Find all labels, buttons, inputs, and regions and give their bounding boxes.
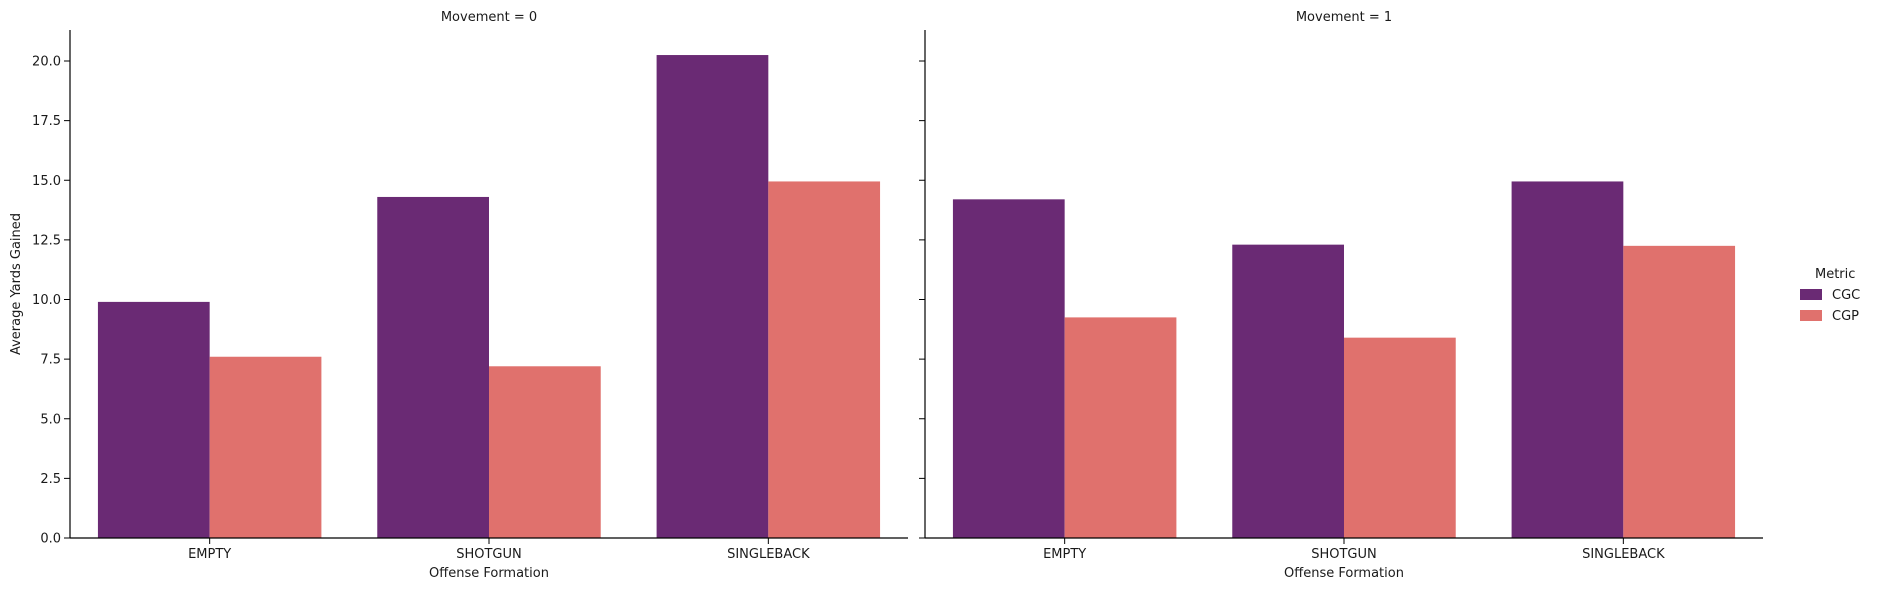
bar-cgp-shotgun <box>489 366 601 538</box>
legend-label-cgp: CGP <box>1832 309 1859 324</box>
legend-label-cgc: CGC <box>1832 288 1860 303</box>
y-tick-label: 17.5 <box>32 114 61 129</box>
x-tick-label: SHOTGUN <box>1311 547 1377 562</box>
facet-title: Movement = 1 <box>1296 10 1392 25</box>
panel-0: EMPTY SHOTGUN SINGLEBACK 0.0 2.5 5.0 7.5 10.0 12… <box>9 10 908 581</box>
bar-cgp-singleback <box>1623 245 1736 538</box>
y-tick-label: 15.0 <box>32 174 61 189</box>
bar-cgc-empty <box>97 301 210 538</box>
x-tick-label: SINGLEBACK <box>727 547 810 562</box>
bar-cgp-shotgun <box>1344 337 1456 538</box>
y-tick-label: 12.5 <box>32 233 61 248</box>
x-tick-label: EMPTY <box>188 547 231 562</box>
legend-title: Metric <box>1815 267 1855 282</box>
y-tick-label: 20.0 <box>32 55 61 70</box>
x-tick-label: EMPTY <box>1043 547 1086 562</box>
x-tick-label: SHOTGUN <box>456 547 522 562</box>
y-tick-label: 7.5 <box>40 353 61 368</box>
x-tick-label: SINGLEBACK <box>1582 547 1665 562</box>
y-tick-label: 2.5 <box>40 472 61 487</box>
bar-cgc-shotgun <box>377 196 489 538</box>
bar-cgp-empty <box>209 356 322 538</box>
bar-cgc-shotgun <box>1232 244 1344 538</box>
bar-cgp-empty <box>1064 317 1177 538</box>
x-axis-label: Offense Formation <box>1284 566 1404 581</box>
y-tick-label: 5.0 <box>40 412 61 427</box>
bar-cgc-singleback <box>1511 181 1624 538</box>
panel-1: EMPTY SHOTGUN SINGLEBACK Movement = 1 Offens… <box>919 10 1763 581</box>
legend: Metric CGC CGP <box>1800 267 1860 324</box>
bar-cgp-singleback <box>768 181 881 538</box>
y-tick-label: 0.0 <box>40 532 61 547</box>
x-axis-label: Offense Formation <box>429 566 549 581</box>
y-tick-label: 10.0 <box>32 293 61 308</box>
facet-title: Movement = 0 <box>441 10 537 25</box>
legend-swatch-cgp <box>1800 310 1822 321</box>
y-axis-label: Average Yards Gained <box>9 213 24 355</box>
bar-cgc-singleback <box>656 55 769 538</box>
bar-cgc-empty <box>952 199 1065 538</box>
legend-swatch-cgc <box>1800 289 1822 300</box>
